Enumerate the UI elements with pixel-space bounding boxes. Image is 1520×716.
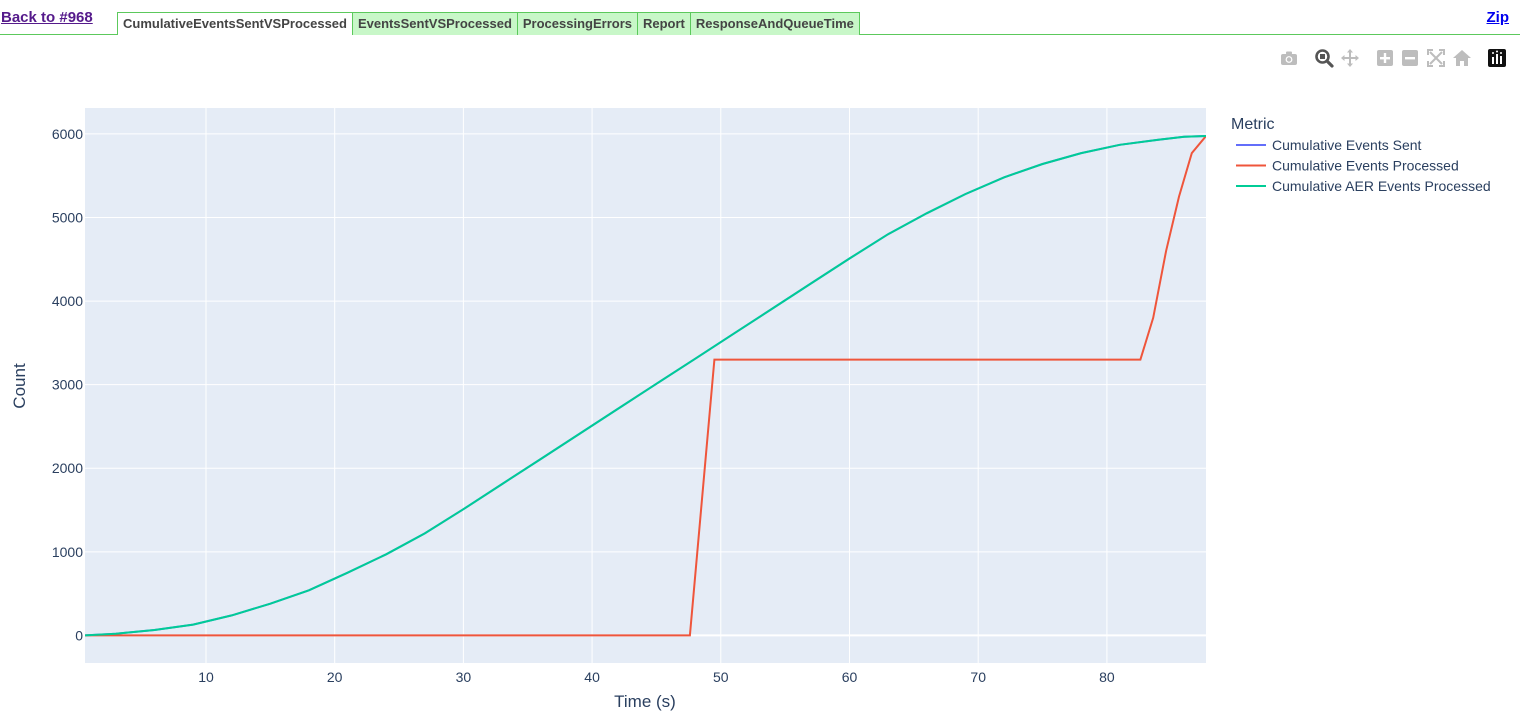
legend-item[interactable]: Cumulative AER Events Processed (1236, 178, 1491, 194)
y-tick-label: 6000 (52, 126, 83, 142)
series-line-2[interactable] (85, 135, 1206, 637)
legend-label: Cumulative AER Events Processed (1272, 178, 1491, 194)
legend-item[interactable]: Cumulative Events Processed (1236, 158, 1459, 174)
tab-cumulative-events-sent-vs-processed[interactable]: CumulativeEventsSentVSProcessed (117, 12, 353, 35)
y-tick-label: 3000 (52, 377, 83, 393)
series-line-3[interactable] (85, 135, 1206, 637)
legend-item[interactable]: Cumulative Events Sent (1236, 137, 1422, 153)
x-tick-label: 50 (713, 669, 729, 685)
y-tick-label: 2000 (52, 460, 83, 476)
legend-label: Cumulative Events Processed (1272, 158, 1459, 174)
tab-report[interactable]: Report (637, 12, 691, 35)
x-tick-label: 70 (970, 669, 986, 685)
autoscale-icon[interactable] (1425, 47, 1447, 69)
x-tick-label: 40 (584, 669, 600, 685)
reset-axes-icon[interactable] (1451, 47, 1473, 69)
camera-icon[interactable] (1278, 47, 1300, 69)
x-tick-label: 80 (1099, 669, 1115, 685)
x-axis-title: Time (s) (614, 692, 676, 711)
tab-response-and-queue-time[interactable]: ResponseAndQueueTime (689, 12, 860, 35)
plot-area[interactable] (85, 108, 1206, 663)
x-tick-label: 60 (842, 669, 858, 685)
axis-ticks: 10 20 30 40 50 60 70 80 0 1000 2000 3000 4000 5000 600… (52, 126, 1115, 685)
zoom-out-icon[interactable] (1399, 47, 1421, 69)
legend: Metric Cumulative Events Sent Cumulative … (1231, 116, 1491, 194)
back-link[interactable]: Back to #968 (1, 9, 93, 26)
report-tabs: CumulativeEventsSentVSProcessed EventsSe… (117, 12, 860, 35)
tab-events-sent-vs-processed[interactable]: EventsSentVSProcessed (351, 12, 518, 35)
zoom-in-icon[interactable] (1374, 47, 1396, 69)
tab-processing-errors[interactable]: ProcessingErrors (516, 12, 638, 35)
zoom-icon[interactable] (1313, 47, 1335, 69)
y-tick-label: 0 (75, 627, 83, 643)
y-tick-label: 1000 (52, 544, 83, 560)
plotly-logo-icon[interactable] (1486, 47, 1508, 69)
y-tick-label: 5000 (52, 209, 83, 225)
zip-download-link[interactable]: Zip (1486, 9, 1510, 26)
y-tick-label: 4000 (52, 293, 83, 309)
series-lines (85, 135, 1206, 637)
x-tick-label: 20 (327, 669, 343, 685)
top-navigation-bar: Back to #968 CumulativeEventsSentVSProce… (0, 0, 1520, 35)
y-axis-title: Count (10, 363, 29, 409)
legend-title: Metric (1231, 116, 1275, 133)
pan-icon[interactable] (1339, 47, 1361, 69)
x-tick-label: 10 (198, 669, 214, 685)
legend-label: Cumulative Events Sent (1272, 137, 1422, 153)
x-tick-label: 30 (456, 669, 472, 685)
